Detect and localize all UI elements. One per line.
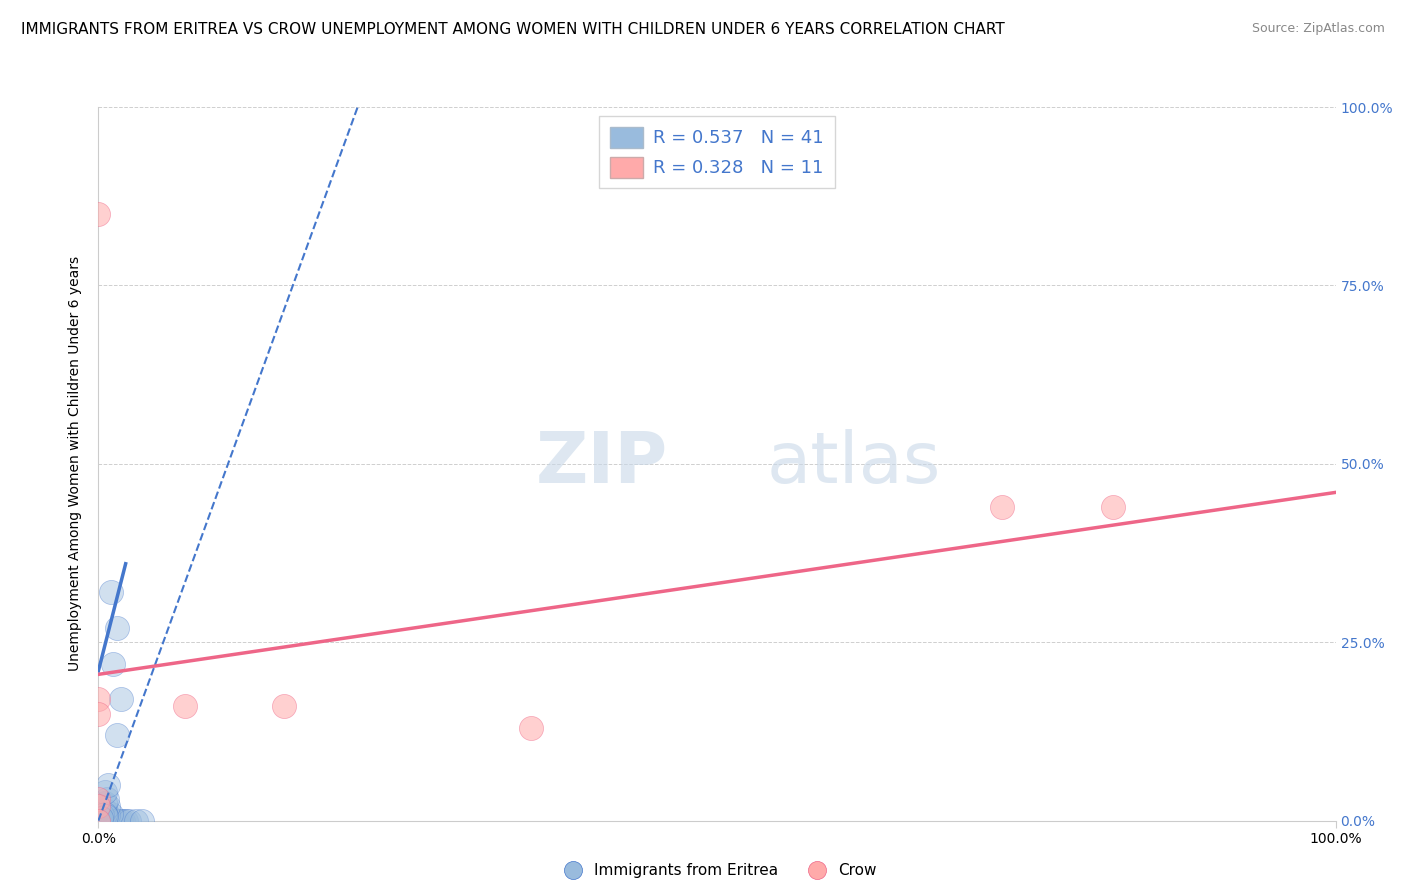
Point (87, 814, 110, 828)
Point (93, 814, 115, 828)
Point (100, 806, 122, 821)
Legend: Immigrants from Eritrea, Crow: Immigrants from Eritrea, Crow (551, 857, 883, 884)
Point (93, 785, 115, 799)
Point (97, 808, 120, 822)
Point (90, 814, 112, 828)
Point (105, 621, 128, 635)
Point (107, 814, 129, 828)
Point (101, 814, 124, 828)
Text: ZIP: ZIP (536, 429, 668, 499)
Point (110, 692, 132, 706)
Point (100, 585, 122, 599)
Point (103, 814, 125, 828)
Point (93, 796, 115, 810)
Point (97, 814, 120, 828)
Point (94, 814, 117, 828)
Point (87, 692, 110, 706)
Point (174, 699, 197, 714)
Point (110, 814, 132, 828)
Point (97, 778, 120, 792)
Point (112, 814, 135, 828)
Point (118, 814, 141, 828)
Point (87, 706, 110, 721)
Point (105, 728, 128, 742)
Point (96, 792, 118, 806)
Point (91, 814, 114, 828)
Point (103, 814, 125, 828)
Point (100, 814, 122, 828)
Point (103, 657, 125, 671)
Point (89, 814, 111, 828)
Point (990, 500, 1012, 514)
Y-axis label: Unemployment Among Women with Children Under 6 years: Unemployment Among Women with Children U… (69, 256, 83, 672)
Point (94, 809, 117, 823)
Point (87, 814, 110, 828)
Point (93, 814, 115, 828)
Point (98, 814, 121, 828)
Point (87, 207, 110, 221)
Point (124, 814, 146, 828)
Point (93, 806, 115, 821)
Point (131, 814, 153, 828)
Text: IMMIGRANTS FROM ERITREA VS CROW UNEMPLOYMENT AMONG WOMEN WITH CHILDREN UNDER 6 Y: IMMIGRANTS FROM ERITREA VS CROW UNEMPLOY… (21, 22, 1005, 37)
Point (96, 814, 118, 828)
Point (104, 814, 127, 828)
Point (90, 812, 112, 826)
Point (91, 808, 114, 822)
Point (273, 699, 295, 714)
Point (105, 814, 128, 828)
Point (87, 792, 110, 806)
Text: atlas: atlas (766, 429, 941, 499)
Point (87, 799, 110, 814)
Point (97, 799, 120, 814)
Point (114, 814, 136, 828)
Point (520, 721, 543, 735)
Point (93, 810, 115, 824)
Point (93, 803, 115, 817)
Text: Source: ZipAtlas.com: Source: ZipAtlas.com (1251, 22, 1385, 36)
Point (1102, 500, 1125, 514)
